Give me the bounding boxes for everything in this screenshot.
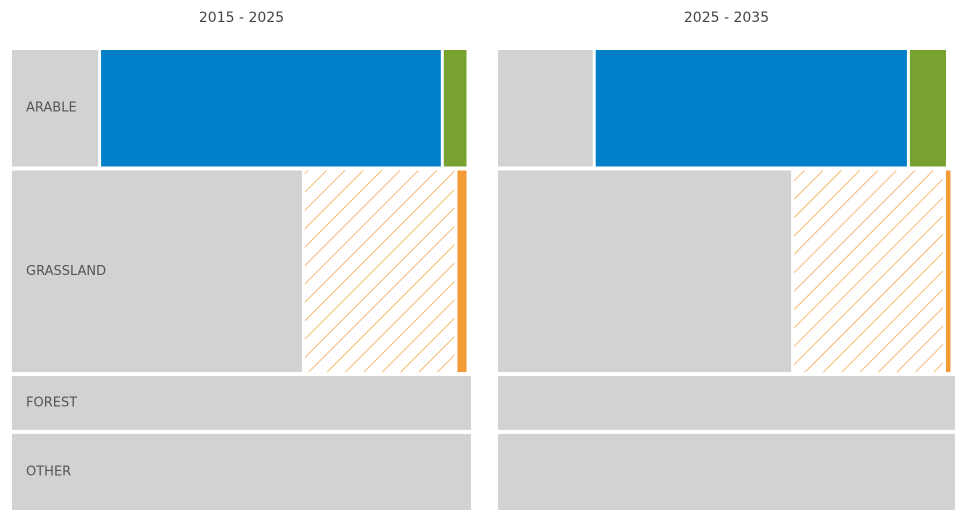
segment — [12, 376, 471, 430]
segment — [443, 50, 467, 167]
row-label: GRASSLAND — [26, 264, 106, 279]
segment — [498, 50, 593, 167]
segment — [12, 433, 471, 510]
segment — [498, 376, 955, 430]
segment — [909, 50, 946, 167]
segment — [101, 50, 441, 167]
row-label: ARABLE — [26, 101, 77, 116]
segment — [498, 170, 792, 373]
row-label: FOREST — [26, 395, 77, 410]
segment — [945, 170, 951, 373]
segment — [595, 50, 907, 167]
hatched-segment — [794, 170, 943, 373]
segment — [498, 433, 955, 510]
segment — [457, 170, 467, 373]
row-label: OTHER — [26, 464, 71, 479]
panel-title: 2015 - 2025 — [199, 10, 284, 26]
hatched-segment — [304, 170, 455, 373]
segment — [12, 50, 99, 167]
segment — [12, 170, 302, 373]
panel-title: 2025 - 2035 — [684, 10, 769, 26]
